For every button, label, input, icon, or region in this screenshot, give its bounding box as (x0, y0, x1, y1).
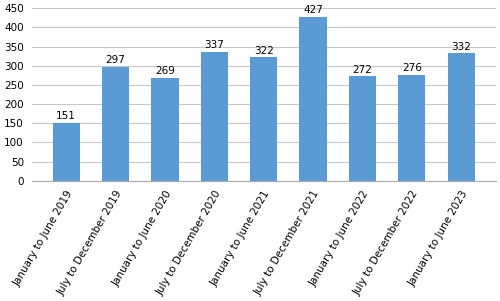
Text: 151: 151 (56, 111, 76, 121)
Bar (152, 78, 178, 181)
Text: 322: 322 (254, 46, 274, 56)
Bar (349, 76, 376, 181)
Text: 276: 276 (402, 64, 421, 73)
Bar (300, 17, 326, 181)
Bar (102, 67, 129, 181)
Text: 272: 272 (352, 65, 372, 75)
Text: 269: 269 (155, 66, 175, 76)
Text: 332: 332 (451, 42, 471, 52)
Bar (52, 123, 80, 181)
Text: 427: 427 (303, 5, 323, 15)
Bar (201, 51, 228, 181)
Bar (398, 75, 425, 181)
Text: 297: 297 (106, 55, 126, 65)
Text: 337: 337 (204, 40, 225, 50)
Bar (448, 54, 474, 181)
Bar (250, 57, 278, 181)
